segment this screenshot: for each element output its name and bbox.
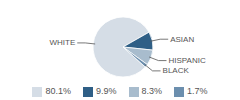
html-text:80.1%: 80.1%	[45, 86, 71, 96]
html-text:9.9%: 9.9%	[96, 86, 117, 96]
html-text:1.7%: 1.7%	[187, 86, 208, 96]
svg-text:HISPANIC: HISPANIC	[168, 56, 205, 65]
html-text:8.3%: 8.3%	[141, 86, 162, 96]
svg-text:WHITE: WHITE	[49, 38, 75, 47]
svg-text:BLACK: BLACK	[163, 66, 190, 75]
svg-text:ASIAN: ASIAN	[170, 35, 194, 44]
